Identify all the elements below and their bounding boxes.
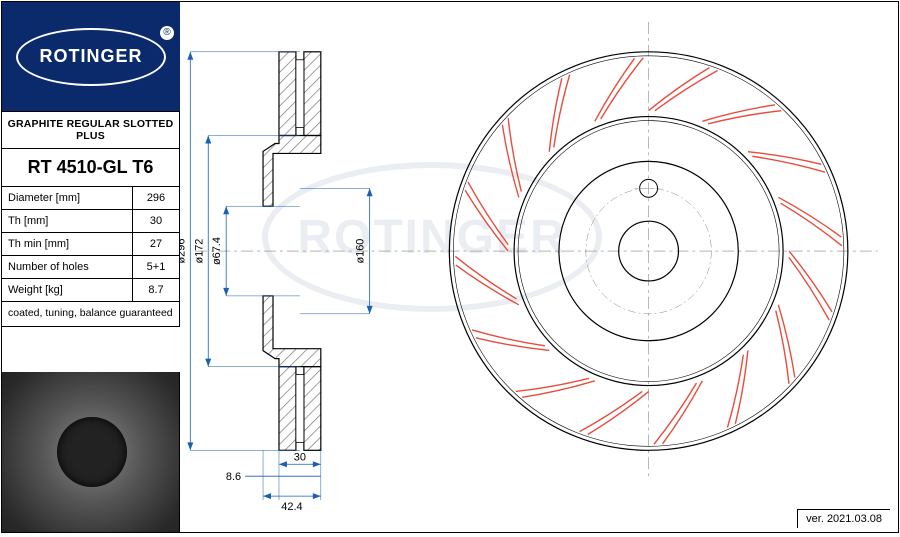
brand-name: ROTINGER xyxy=(39,46,142,67)
product-line: GRAPHITE REGULAR SLOTTED PLUS xyxy=(2,112,180,149)
spec-row: Th min [mm]27 xyxy=(2,233,180,256)
svg-text:30: 30 xyxy=(294,451,306,463)
spec-value: 5+1 xyxy=(133,256,179,278)
spec-label: Th min [mm] xyxy=(2,233,133,255)
svg-text:42.4: 42.4 xyxy=(281,501,302,513)
spec-value: 30 xyxy=(133,210,179,232)
technical-drawing: ø296 ø172 ø67.4 ø160 8.6 30 42.4 xyxy=(180,2,898,532)
info-panel: ROTINGER ® GRAPHITE REGULAR SLOTTED PLUS… xyxy=(2,2,180,327)
spec-value: 296 xyxy=(133,187,179,209)
product-photo xyxy=(2,372,180,532)
spec-label: Weight [kg] xyxy=(2,279,133,301)
svg-text:ø160: ø160 xyxy=(355,239,367,264)
spec-row: Number of holes5+1 xyxy=(2,256,180,279)
registered-icon: ® xyxy=(160,26,174,40)
svg-text:8.6: 8.6 xyxy=(226,471,241,483)
spec-row: Weight [kg]8.7 xyxy=(2,279,180,302)
brand-logo: ROTINGER ® xyxy=(16,28,166,86)
spec-value: 8.7 xyxy=(133,279,179,301)
spec-label: Diameter [mm] xyxy=(2,187,133,209)
part-number: RT 4510-GL T6 xyxy=(2,149,180,187)
drawing-frame: ROTINGER ® GRAPHITE REGULAR SLOTTED PLUS… xyxy=(1,1,899,533)
spec-value: 27 xyxy=(133,233,179,255)
version-label: ver. 2021.03.08 xyxy=(797,509,890,528)
spec-label: Th [mm] xyxy=(2,210,133,232)
svg-text:ø296: ø296 xyxy=(180,239,187,264)
svg-text:ø172: ø172 xyxy=(193,239,205,264)
brand-logo-box: ROTINGER ® xyxy=(2,2,180,112)
spec-row: Th [mm]30 xyxy=(2,210,180,233)
svg-text:ø67.4: ø67.4 xyxy=(211,237,223,265)
spec-row: Diameter [mm]296 xyxy=(2,187,180,210)
spec-note: coated, tuning, balance guaranteed xyxy=(2,302,180,327)
spec-label: Number of holes xyxy=(2,256,133,278)
